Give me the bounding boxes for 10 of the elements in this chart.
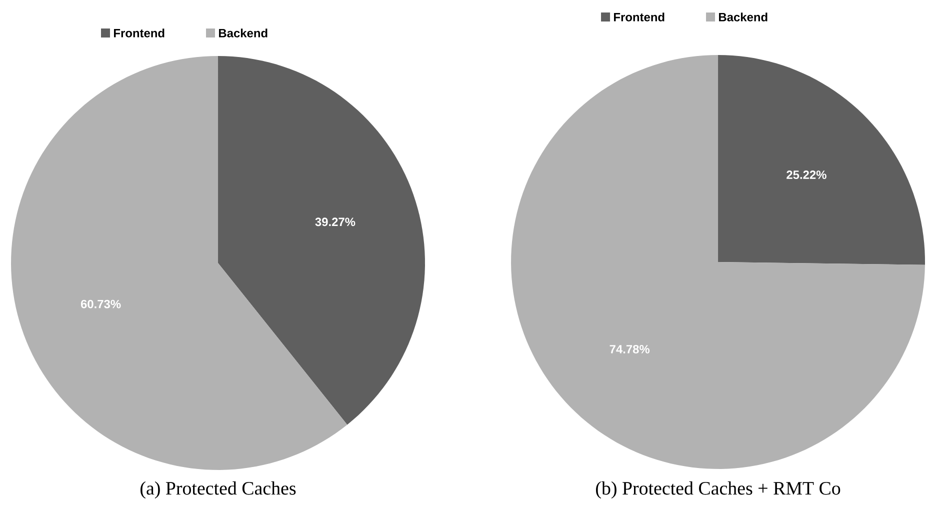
legend-label: Frontend [114, 28, 164, 38]
data-label: 74.78% [610, 344, 650, 354]
text: (a) Protected Caches [140, 481, 296, 499]
text: (b) Protected Caches + RMT Co [596, 481, 840, 499]
legend-label: Backend [719, 12, 768, 22]
data-label: 25.22% [786, 170, 826, 179]
data-label: 60.73% [80, 300, 121, 308]
legend-label: Frontend [614, 12, 664, 22]
data-label: 39.27% [315, 218, 356, 226]
legend-label: Backend [219, 28, 268, 38]
